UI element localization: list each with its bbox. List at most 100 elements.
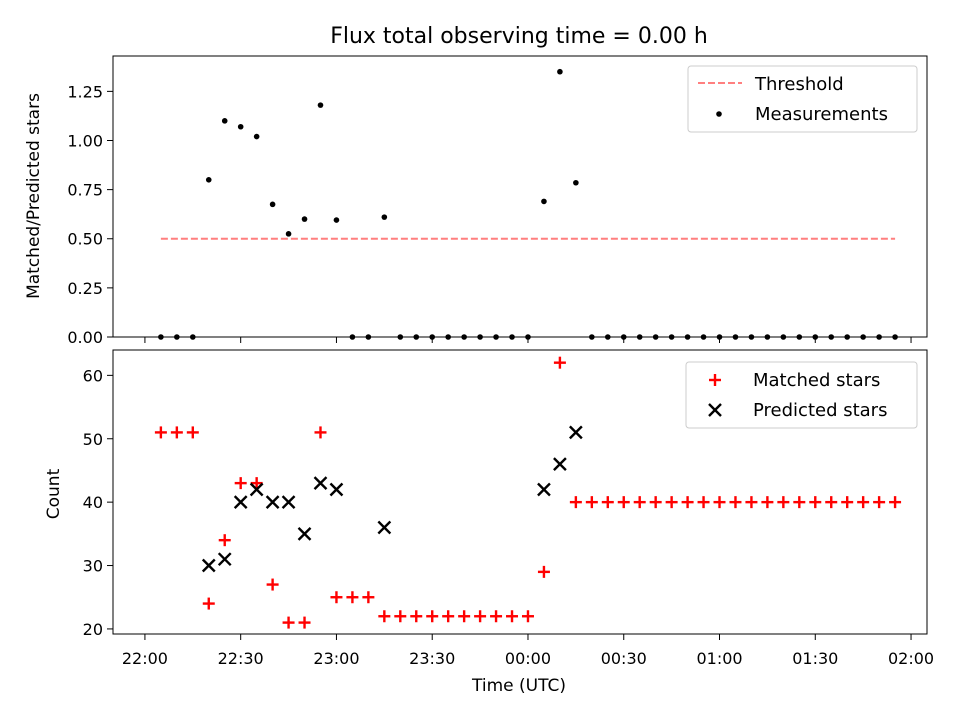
matched-star-marker xyxy=(569,496,582,509)
matched-star-marker xyxy=(793,496,806,509)
x-tick-label: 23:30 xyxy=(409,649,455,668)
measurement-point xyxy=(221,118,228,124)
matched-star-marker xyxy=(202,597,215,610)
matched-star-marker xyxy=(426,610,439,623)
matched-star-marker xyxy=(154,426,167,439)
y-tick-label: 50 xyxy=(83,430,103,449)
top-chart-title: Flux total observing time = 0.00 h xyxy=(330,24,708,49)
matched-star-marker xyxy=(857,496,870,509)
matched-star-marker xyxy=(633,496,646,509)
matched-star-marker xyxy=(266,578,279,591)
legend-matched-label: Matched stars xyxy=(753,370,880,391)
y-tick-label: 0.25 xyxy=(67,279,103,298)
predicted-star-marker xyxy=(249,482,264,497)
matched-star-marker xyxy=(761,496,774,509)
matched-star-marker xyxy=(649,496,662,509)
matched-star-marker xyxy=(873,496,886,509)
x-tick-label: 00:30 xyxy=(601,649,647,668)
predicted-star-marker xyxy=(537,482,551,497)
matched-star-marker xyxy=(506,610,519,623)
y-tick-label: 0.50 xyxy=(67,230,103,249)
matched-star-marker xyxy=(458,610,471,623)
measurement-point xyxy=(317,102,324,108)
measurement-point xyxy=(573,179,579,186)
predicted-star-marker xyxy=(281,495,296,509)
bottom-plot-area: 20 30 40 50 60 22:00 22:30 23:00 23:30 00:00 00:30… xyxy=(83,349,934,668)
matched-star-marker xyxy=(665,496,678,509)
matched-star-marker xyxy=(186,426,199,439)
measurement-point xyxy=(205,176,212,183)
predicted-star-marker xyxy=(569,425,583,440)
predicted-star-marker xyxy=(553,457,567,471)
axes-frame xyxy=(112,349,928,635)
matched-star-marker xyxy=(234,477,247,490)
measurement-point xyxy=(237,123,244,130)
top-legend: Threshold Measurements xyxy=(687,65,918,133)
matched-star-marker xyxy=(394,610,407,623)
x-tick-label: 01:30 xyxy=(792,649,838,668)
matched-star-marker xyxy=(713,496,726,509)
measurement-point xyxy=(253,133,260,140)
matched-star-marker xyxy=(442,610,455,623)
matched-star-marker xyxy=(697,496,710,509)
matched-star-marker xyxy=(410,610,423,623)
legend-threshold-label: Threshold xyxy=(754,74,844,95)
matched-star-marker xyxy=(474,610,487,623)
y-tick-label: 60 xyxy=(83,366,103,385)
measurement-point xyxy=(301,216,308,222)
predicted-star-marker xyxy=(329,482,344,497)
matched-star-marker xyxy=(218,534,231,547)
matched-star-marker xyxy=(170,426,183,439)
matched-star-marker xyxy=(777,496,790,509)
matched-star-marker xyxy=(809,496,822,509)
matched-star-marker xyxy=(282,616,295,629)
y-tick-label: 40 xyxy=(83,493,103,512)
bottom-x-axis-label: Time (UTC) xyxy=(471,676,566,696)
y-tick-label: 1.00 xyxy=(67,131,103,150)
matched-star-marker xyxy=(521,610,534,623)
predicted-star-marker xyxy=(201,558,216,573)
legend-predicted-label: Predicted stars xyxy=(753,400,887,421)
measurement-point xyxy=(285,231,292,237)
y-tick-label: 0.75 xyxy=(67,181,103,200)
matched-star-marker xyxy=(490,610,503,623)
measurement-point xyxy=(333,217,340,223)
matched-star-marker xyxy=(378,610,391,623)
matched-star-marker xyxy=(617,496,630,509)
matched-star-marker xyxy=(729,496,742,509)
matched-star-marker xyxy=(553,356,566,369)
predicted-star-marker xyxy=(217,552,232,567)
predicted-star-marker xyxy=(297,526,312,541)
measurement-point xyxy=(541,198,547,205)
matched-star-marker xyxy=(362,591,375,604)
measurement-point xyxy=(269,201,276,208)
matched-star-marker xyxy=(889,496,902,509)
y-tick-label: 1.25 xyxy=(67,82,103,101)
measurement-point xyxy=(381,214,388,220)
matched-star-marker xyxy=(601,496,614,509)
matched-star-marker xyxy=(825,496,838,509)
bottom-y-axis-label: Count xyxy=(44,468,64,519)
matched-star-marker xyxy=(298,616,311,629)
y-tick-label: 20 xyxy=(83,620,103,639)
x-tick-label: 01:00 xyxy=(696,649,742,668)
predicted-star-marker xyxy=(377,520,392,535)
legend-measurements-swatch xyxy=(716,111,722,117)
top-y-axis-label: Matched/Predicted stars xyxy=(24,93,44,299)
y-tick-label: 30 xyxy=(83,557,103,576)
matched-star-marker xyxy=(330,591,343,604)
legend-matched-swatch xyxy=(709,374,721,386)
axes-frame xyxy=(112,55,928,338)
x-tick-label: 02:00 xyxy=(888,649,934,668)
matched-star-marker xyxy=(841,496,854,509)
x-tick-label: 22:30 xyxy=(218,649,264,668)
matched-star-marker xyxy=(346,591,359,604)
matched-star-marker xyxy=(537,565,550,578)
legend-measurements-label: Measurements xyxy=(755,104,888,125)
matched-star-marker xyxy=(585,496,598,509)
legend-predicted-swatch xyxy=(708,403,722,417)
bottom-legend: Matched stars Predicted stars xyxy=(685,361,918,429)
predicted-star-marker xyxy=(265,495,280,509)
x-tick-label: 23:00 xyxy=(313,649,359,668)
